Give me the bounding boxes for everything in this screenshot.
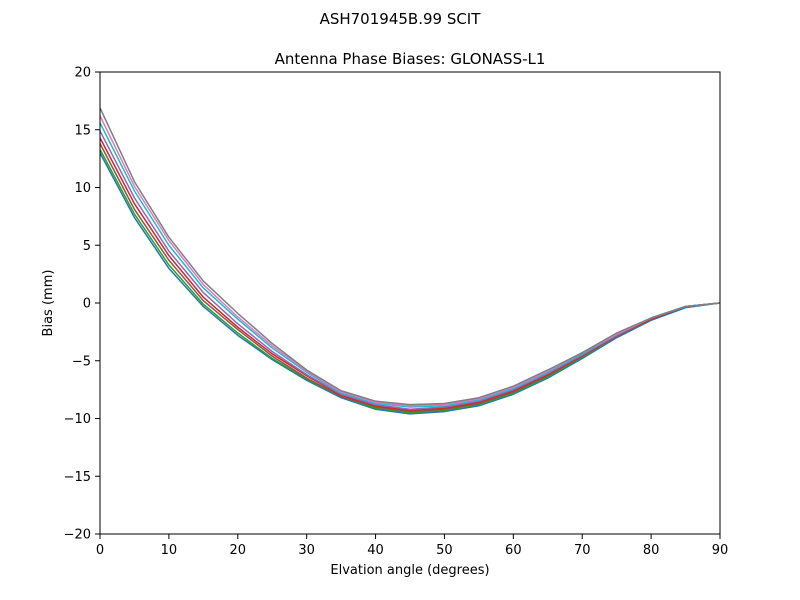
series-line-6 [100,122,720,408]
y-axis-ticks: −20 −15 −10 −5 0 5 10 15 20 [64,66,100,543]
chart-title: Antenna Phase Biases: GLONASS-L1 [275,50,546,68]
y-tick-label: 5 [83,239,91,254]
x-tick-label: 60 [505,543,522,558]
y-tick-label: −10 [64,412,91,427]
y-tick-label: −20 [64,528,91,543]
x-tick-label: 90 [712,543,729,558]
x-tick-label: 50 [436,543,453,558]
y-tick-label: −5 [72,354,91,369]
chart-suptitle: ASH701945B.99 SCIT [320,10,482,28]
x-tick-label: 30 [298,543,315,558]
x-tick-label: 10 [161,543,178,558]
x-tick-label: 40 [367,543,384,558]
series-line-5 [100,130,720,411]
y-axis-label: Bias (mm) [41,270,56,337]
x-tick-label: 80 [643,543,660,558]
series-line-8 [100,107,720,406]
series-layer [100,107,720,415]
series-line-1 [100,152,720,415]
x-axis-label: Elvation angle (degrees) [330,563,489,578]
y-tick-label: 0 [83,297,91,312]
x-tick-label: 0 [96,543,104,558]
y-tick-label: −15 [64,470,91,485]
y-tick-label: 15 [74,123,91,138]
x-tick-label: 70 [574,543,591,558]
series-line-3 [100,143,720,413]
y-tick-label: 10 [74,181,91,196]
y-tick-label: 20 [74,66,91,81]
x-tick-label: 20 [230,543,247,558]
x-axis-ticks: 0 10 20 30 40 50 60 70 80 90 [96,534,728,558]
plot-frame [99,71,721,535]
series-line-7 [100,115,720,407]
